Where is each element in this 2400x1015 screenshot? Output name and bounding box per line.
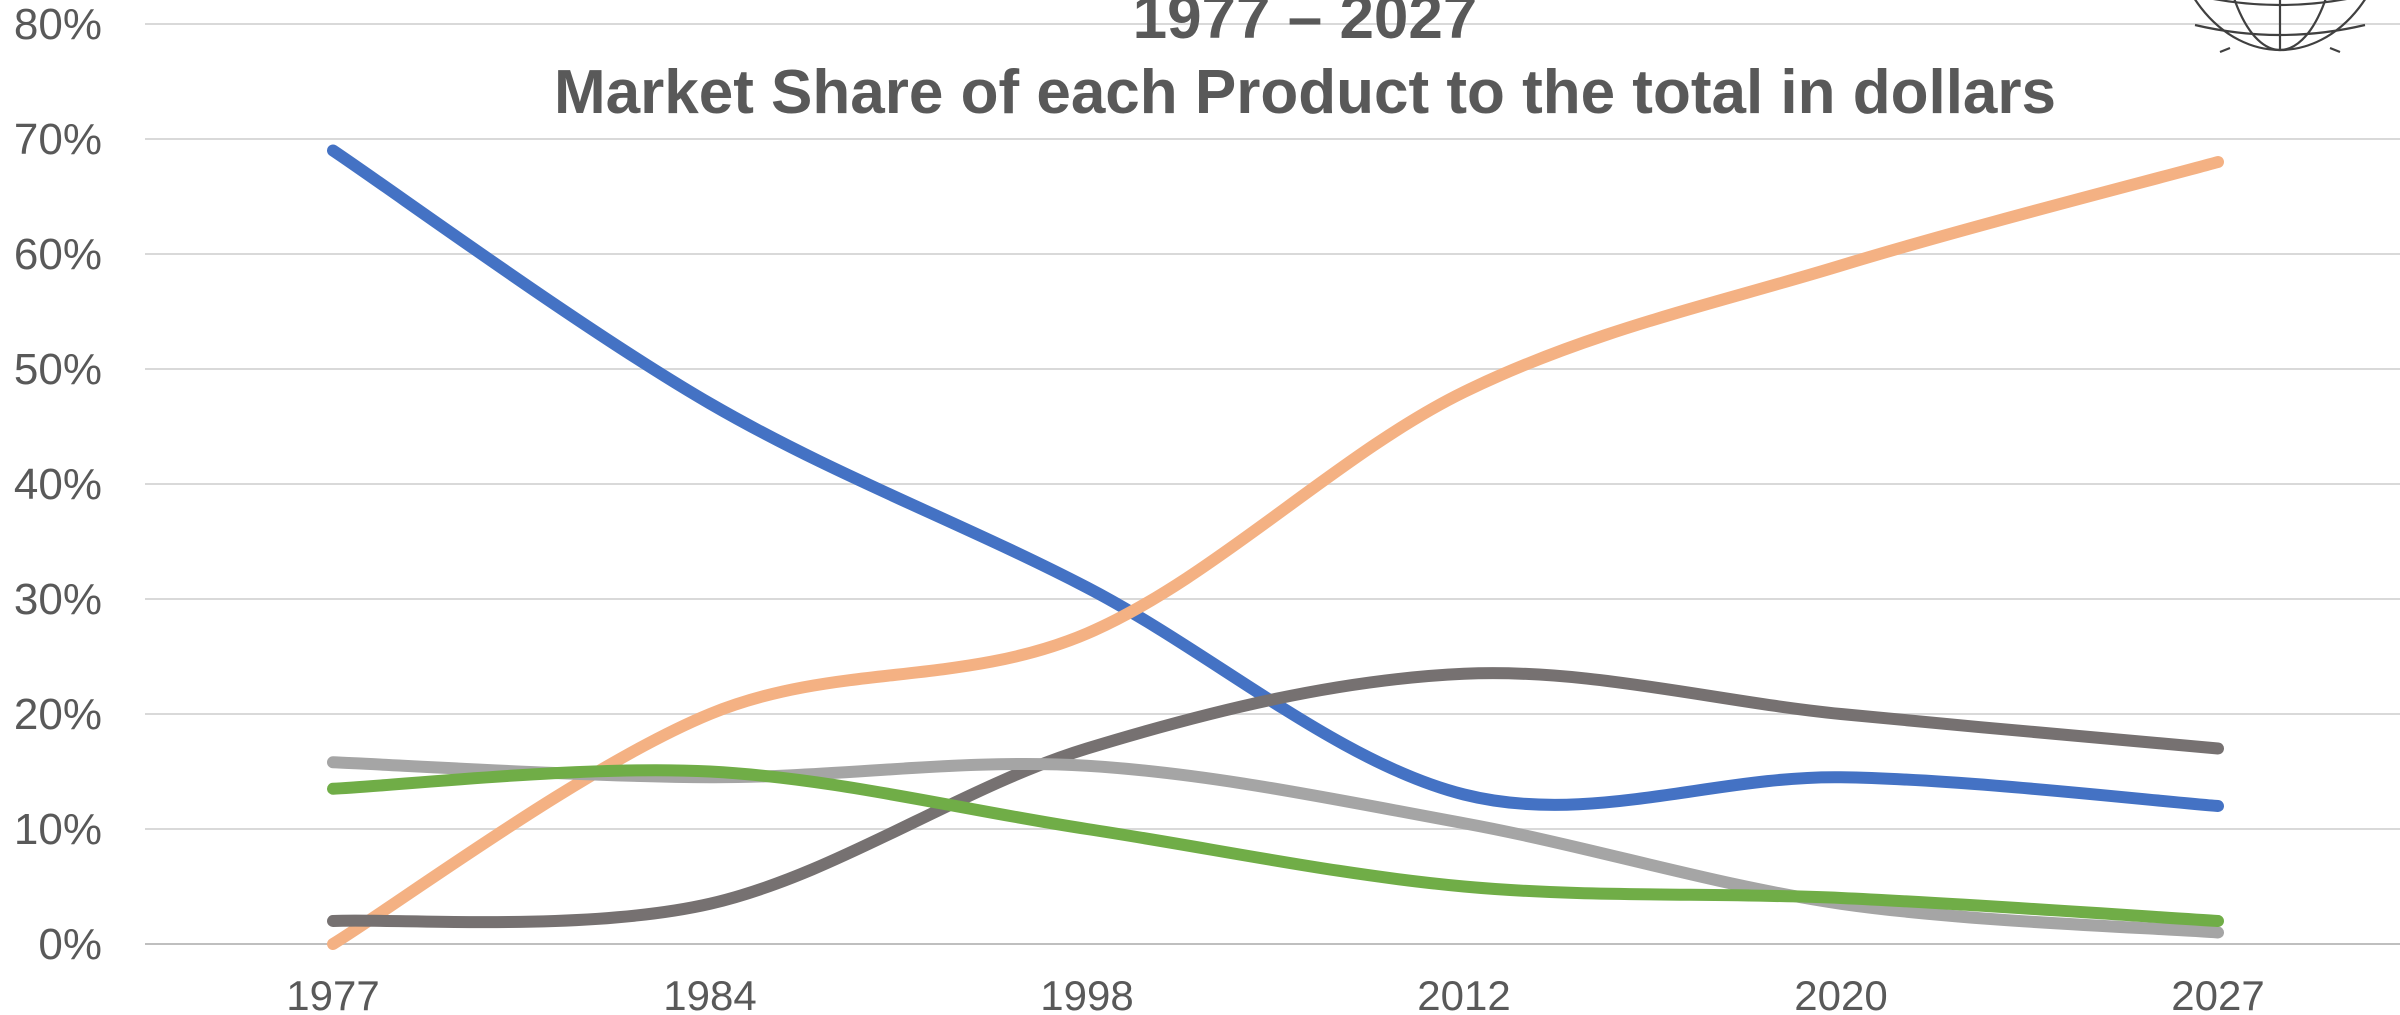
x-tick-label: 1984	[663, 972, 756, 1015]
series-lines	[327, 144, 2224, 950]
y-tick-label: 30%	[14, 575, 102, 624]
y-tick-label: 10%	[14, 805, 102, 854]
y-tick-label: 60%	[14, 230, 102, 279]
x-tick-label: 1998	[1040, 972, 1133, 1015]
x-tick-label: 1977	[286, 972, 379, 1015]
gridlines	[145, 23, 2400, 945]
y-axis: 0% 10% 20% 30% 40% 50% 60% 70% 80%	[14, 0, 102, 969]
series-line-5	[327, 764, 2224, 927]
series-line-1	[327, 144, 2224, 812]
x-axis: 1977 1984 1998 2012 2020 2027	[286, 972, 2264, 1015]
globe-icon	[2194, 0, 2366, 54]
y-tick-label: 80%	[14, 0, 102, 49]
y-tick-label: 0%	[38, 920, 102, 969]
chart-title-line-1: 1977 – 2027	[1133, 0, 1478, 52]
series-line-3	[327, 667, 2224, 929]
y-tick-label: 40%	[14, 460, 102, 509]
x-tick-label: 2012	[1417, 972, 1510, 1015]
x-tick-label: 2020	[1794, 972, 1887, 1015]
y-tick-label: 20%	[14, 690, 102, 739]
y-tick-label: 50%	[14, 345, 102, 394]
y-tick-label: 70%	[14, 115, 102, 164]
series-line-4	[327, 756, 2224, 939]
chart-title-line-2: Market Share of each Product to the tota…	[554, 58, 2056, 127]
x-tick-label: 2027	[2171, 972, 2264, 1015]
series-line-2	[327, 156, 2224, 950]
